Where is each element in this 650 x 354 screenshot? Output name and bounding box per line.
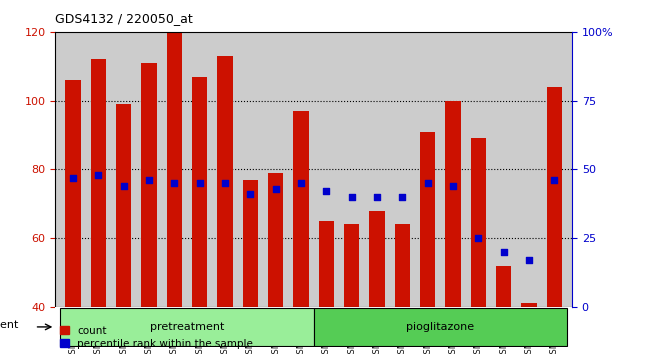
- FancyBboxPatch shape: [60, 308, 313, 346]
- Bar: [268, 173, 283, 307]
- Point: [245, 191, 255, 197]
- Point: [499, 249, 509, 255]
- Bar: [344, 224, 359, 307]
- Text: pretreatment: pretreatment: [150, 322, 224, 332]
- Point: [169, 180, 179, 186]
- Bar: [166, 32, 182, 307]
- Point: [194, 180, 205, 186]
- Point: [549, 178, 560, 183]
- Point: [93, 172, 103, 178]
- Point: [397, 194, 408, 200]
- Point: [346, 194, 357, 200]
- Point: [220, 180, 230, 186]
- Point: [372, 194, 382, 200]
- Bar: [66, 80, 81, 307]
- Bar: [521, 303, 536, 307]
- FancyBboxPatch shape: [313, 308, 567, 346]
- Point: [296, 180, 306, 186]
- Point: [144, 178, 154, 183]
- Bar: [217, 56, 233, 307]
- Bar: [91, 59, 106, 307]
- Point: [270, 186, 281, 192]
- Bar: [318, 221, 334, 307]
- Point: [68, 175, 78, 181]
- Bar: [293, 111, 309, 307]
- Point: [473, 235, 484, 241]
- Bar: [420, 132, 436, 307]
- Bar: [471, 138, 486, 307]
- Bar: [142, 63, 157, 307]
- Bar: [242, 180, 258, 307]
- Text: GDS4132 / 220050_at: GDS4132 / 220050_at: [55, 12, 193, 25]
- Point: [524, 257, 534, 263]
- Text: pioglitazone: pioglitazone: [406, 322, 474, 332]
- Point: [118, 183, 129, 189]
- Bar: [445, 101, 461, 307]
- Bar: [116, 104, 131, 307]
- Legend: count, percentile rank within the sample: count, percentile rank within the sample: [60, 326, 253, 349]
- Bar: [192, 76, 207, 307]
- Text: agent: agent: [0, 320, 19, 330]
- Point: [422, 180, 433, 186]
- Point: [321, 189, 332, 194]
- Point: [448, 183, 458, 189]
- Bar: [395, 224, 410, 307]
- Bar: [369, 211, 385, 307]
- Bar: [547, 87, 562, 307]
- Bar: [496, 266, 511, 307]
